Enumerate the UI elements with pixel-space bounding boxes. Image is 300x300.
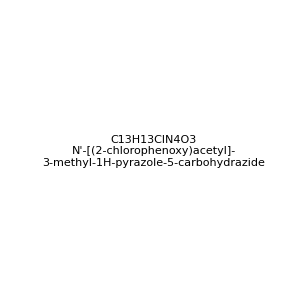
Text: C13H13ClN4O3
N'-[(2-chlorophenoxy)acetyl]-
3-methyl-1H-pyrazole-5-carbohydrazide: C13H13ClN4O3 N'-[(2-chlorophenoxy)acetyl… bbox=[42, 135, 265, 168]
